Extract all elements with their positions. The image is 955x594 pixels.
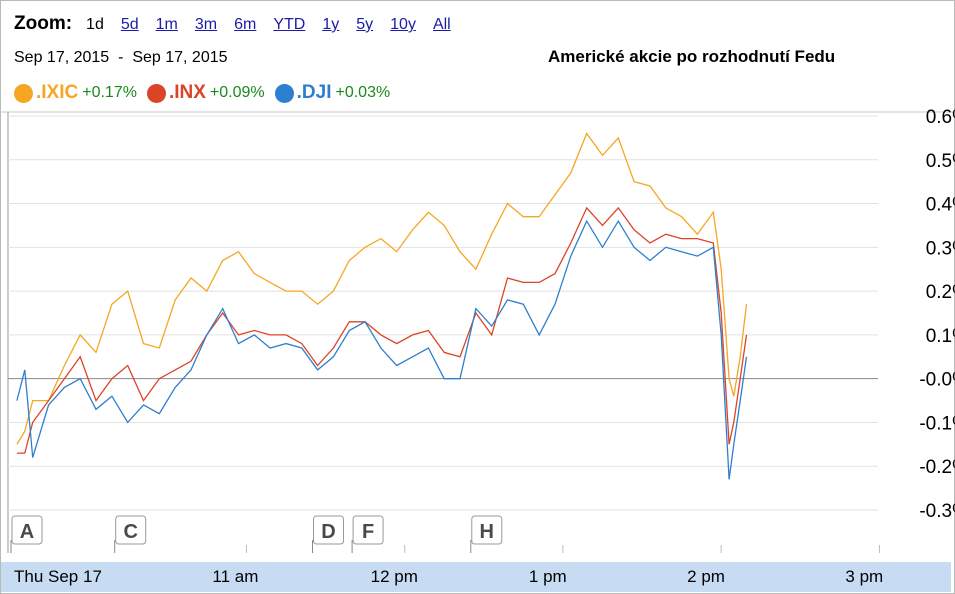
date-range-end: Sep 17, 2015 — [132, 49, 228, 66]
y-tick-label: 0.6% — [926, 107, 955, 128]
legend-change: +0.09% — [209, 84, 265, 101]
annotation-label: A — [20, 521, 34, 543]
zoom-controls: Zoom: 1d 5d 1m 3m 6m YTD 1y 5y 10y All — [14, 13, 468, 37]
series-line-inx — [16, 206, 748, 454]
chart-title: Americké akcie po rozhodnutí Fedu — [548, 47, 836, 66]
y-tick-label: 0.1% — [926, 326, 955, 347]
zoom-option-5d[interactable]: 5d — [120, 16, 139, 33]
time-axis-bar — [1, 562, 951, 592]
legend-name: .IXIC — [36, 82, 79, 103]
legend-dot-icon — [14, 83, 33, 103]
annotation-flag[interactable] — [115, 515, 147, 545]
zoom-option-1y[interactable]: 1y — [322, 16, 340, 33]
y-tick-label: -0.2% — [919, 457, 955, 478]
legend-dot-icon — [146, 83, 166, 103]
legend-item-inx[interactable]: .INX +0.09% — [146, 82, 265, 104]
y-tick-label: 0.3% — [926, 238, 955, 259]
zoom-option-10y[interactable]: 10y — [390, 16, 416, 33]
annotation-flag[interactable] — [11, 515, 43, 545]
series-line-ixic — [16, 132, 748, 445]
zoom-option-ytd[interactable]: YTD — [273, 16, 306, 33]
annotation-label: F — [362, 521, 374, 543]
y-tick-label: 0.2% — [926, 282, 955, 303]
x-tick-label: 3 pm — [845, 567, 883, 586]
x-tick-label: Thu Sep 17 — [14, 567, 102, 586]
legend: .IXIC +0.17% .INX +0.09% .DJI +0.03% — [14, 82, 400, 104]
legend-change: +0.17% — [82, 84, 137, 101]
legend-dot-icon — [274, 83, 294, 103]
date-range-start: Sep 17, 2015 — [14, 49, 110, 66]
y-tick-label: 0.4% — [926, 195, 955, 216]
annotation-flag[interactable] — [313, 515, 345, 545]
zoom-option-1m[interactable]: 1m — [155, 16, 178, 33]
legend-item-ixic[interactable]: .IXIC +0.17% — [14, 82, 137, 104]
zoom-option-3m[interactable]: 3m — [194, 16, 218, 33]
zoom-option-all[interactable]: All — [432, 16, 451, 33]
y-tick-label: -0.3% — [919, 501, 955, 522]
y-tick-label: -0.0% — [919, 370, 955, 391]
zoom-label: Zoom: — [14, 13, 73, 34]
x-tick-label: 11 am — [212, 567, 258, 586]
annotation-flag[interactable] — [471, 515, 503, 545]
y-tick-label: -0.1% — [919, 413, 955, 434]
legend-name: .DJI — [296, 82, 332, 103]
annotation-flag[interactable] — [352, 515, 384, 545]
annotation-label: C — [123, 521, 137, 543]
x-tick-label: 12 pm — [371, 567, 418, 586]
y-tick-label: 0.5% — [926, 151, 955, 172]
legend-item-dji[interactable]: .DJI +0.03% — [274, 82, 391, 104]
annotation-label: H — [480, 521, 494, 543]
legend-name: .INX — [168, 82, 206, 103]
x-tick-label: 2 pm — [687, 567, 725, 586]
date-range-separator: - — [118, 49, 124, 66]
series-line-dji — [16, 219, 748, 480]
zoom-option-6m[interactable]: 6m — [234, 16, 257, 33]
x-tick-label: 1 pm — [529, 567, 567, 586]
annotation-label: D — [321, 521, 335, 543]
zoom-option-1d[interactable]: 1d — [86, 16, 104, 33]
date-range: Sep 17, 2015 - Sep 17, 2015 — [14, 49, 228, 67]
zoom-option-5y[interactable]: 5y — [356, 16, 374, 33]
legend-change: +0.03% — [335, 84, 391, 101]
